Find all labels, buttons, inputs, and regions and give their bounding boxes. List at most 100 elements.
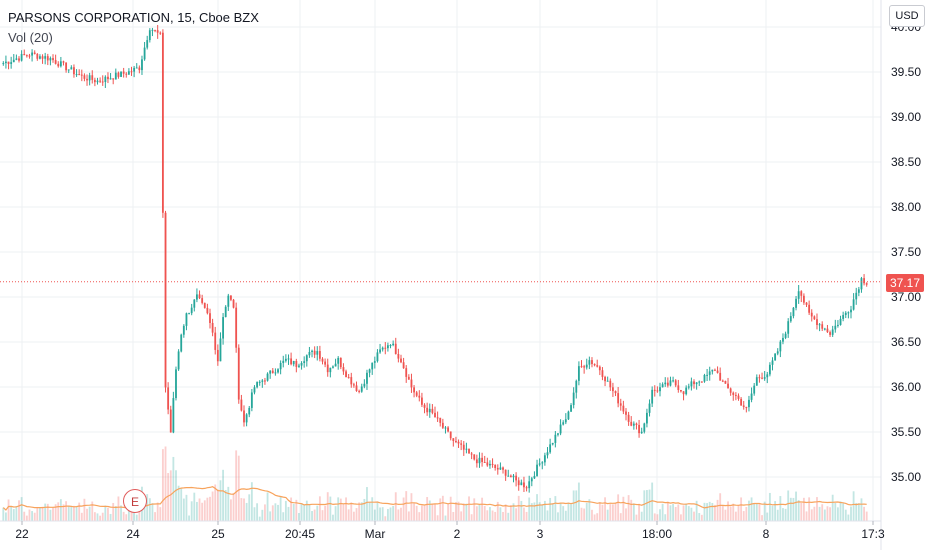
price-tick: 35.00 — [891, 470, 921, 484]
volume-bar — [481, 497, 484, 521]
candle-body — [329, 367, 332, 373]
volume-indicator-label[interactable]: Vol (20) — [8, 30, 53, 45]
volume-bar — [7, 499, 10, 521]
candle-body — [831, 329, 834, 335]
candle-body — [148, 30, 151, 41]
volume-bar — [313, 509, 316, 521]
volume-bar — [426, 497, 429, 521]
candle-body — [214, 332, 217, 350]
volume-bar — [475, 506, 478, 521]
symbol-title[interactable]: PARSONS CORPORATION, 15, Cboe BZX — [8, 10, 259, 25]
candle-body — [761, 377, 763, 379]
candle-body — [771, 360, 774, 365]
candle-body — [394, 343, 397, 355]
candle-body — [431, 408, 434, 413]
volume-bar — [96, 513, 99, 521]
candle-body — [211, 322, 214, 333]
candle-body — [308, 351, 311, 356]
volume-bar — [782, 508, 784, 521]
volume-bar — [86, 508, 88, 521]
candle-body — [708, 371, 711, 375]
volume-bar — [549, 497, 552, 521]
candle-body — [528, 481, 531, 489]
volume-bar — [146, 494, 149, 521]
candle-body — [536, 464, 538, 476]
earnings-marker[interactable]: E — [123, 489, 147, 513]
candle-body — [381, 347, 384, 350]
volume-bar — [609, 504, 612, 521]
volume-bar — [672, 504, 675, 521]
volume-bar — [698, 513, 701, 521]
volume-bar — [855, 502, 858, 521]
candle-body — [572, 392, 575, 406]
volume-bar — [826, 506, 829, 521]
candle-body — [844, 312, 847, 315]
candle-body — [146, 40, 149, 48]
volume-bar — [413, 502, 415, 521]
volume-bar — [439, 498, 442, 521]
candle-body — [164, 212, 167, 388]
candle-body — [206, 307, 209, 314]
volume-bar — [248, 494, 251, 521]
volume-bar — [381, 507, 384, 521]
volume-bar — [823, 509, 826, 521]
candle-body — [661, 384, 664, 388]
candle-body — [342, 367, 345, 372]
volume-bar — [358, 502, 361, 521]
volume-bar — [384, 516, 387, 521]
candle-body — [305, 355, 308, 362]
volume-bar — [279, 496, 282, 521]
volume-bar — [371, 497, 374, 521]
volume-bar — [734, 511, 737, 521]
price-tick: 37.50 — [891, 245, 921, 259]
volume-bar — [405, 491, 408, 521]
volume-bar — [638, 503, 640, 521]
volume-bar — [543, 500, 546, 521]
candle-body — [36, 53, 39, 59]
candle-body — [499, 467, 502, 470]
volume-bar — [489, 507, 491, 521]
volume-bar — [768, 492, 771, 521]
candle-body — [630, 421, 633, 426]
volume-bar — [321, 510, 324, 521]
volume-bar — [808, 497, 811, 521]
volume-bar — [813, 506, 816, 521]
volume-bar — [264, 504, 266, 521]
volume-bar — [572, 490, 575, 521]
volume-bar — [271, 505, 274, 521]
volume-bar — [415, 505, 418, 521]
candle-body — [292, 360, 295, 365]
candle-body — [83, 75, 86, 79]
currency-button[interactable]: USD — [889, 5, 925, 27]
candle-body — [316, 351, 319, 355]
volume-bar — [282, 512, 285, 521]
candle-body — [449, 431, 452, 439]
candle-body — [541, 462, 544, 464]
price-axis[interactable]: 35.00 35.50 36.00 36.50 37.00 37.50 38.00 38.50… — [891, 20, 921, 484]
candle-body — [112, 78, 115, 80]
candle-body — [706, 374, 709, 376]
volume-bar — [622, 496, 625, 521]
candle-body — [337, 357, 340, 364]
volume-bar — [83, 498, 86, 521]
volume-bar — [159, 507, 162, 521]
volume-bar — [175, 470, 177, 521]
volume-bar — [112, 502, 115, 521]
volume-bar — [659, 509, 661, 521]
candle-body — [724, 380, 727, 384]
candle-body — [823, 328, 826, 330]
time-tick: 8 — [763, 527, 770, 541]
volume-bar — [36, 508, 39, 521]
volume-bar — [753, 503, 756, 521]
volume-bar — [298, 513, 300, 521]
candle-body — [421, 397, 423, 405]
candle-body — [491, 463, 494, 465]
candle-body — [784, 333, 787, 338]
volume-bar — [716, 499, 719, 521]
time-axis[interactable]: 22 24 25 20:45 Mar 2 3 18:00 8 17:3 — [15, 521, 885, 541]
volume-bar — [360, 502, 363, 521]
volume-bar — [865, 511, 868, 521]
candle-body — [33, 52, 36, 54]
candle-body — [405, 368, 408, 377]
